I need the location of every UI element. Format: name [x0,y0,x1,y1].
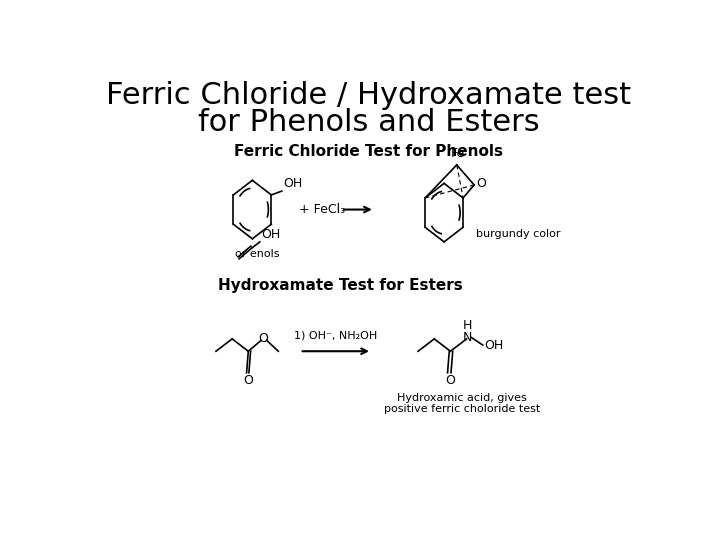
Text: Ferric Chloride / Hydroxamate test: Ferric Chloride / Hydroxamate test [107,81,631,110]
Text: OH: OH [484,339,503,352]
Text: or enols: or enols [235,249,279,259]
Text: O: O [477,177,486,190]
Text: O: O [258,333,268,346]
Text: + FeCl₃: + FeCl₃ [299,203,345,216]
Text: Hydroxamic acid, gives
positive ferric choloride test: Hydroxamic acid, gives positive ferric c… [384,393,540,414]
Text: burgundy color: burgundy color [476,229,560,239]
Text: O: O [446,374,455,387]
Text: Ferric Chloride Test for Phenols: Ferric Chloride Test for Phenols [235,144,503,159]
Text: Hydroxamate Test for Esters: Hydroxamate Test for Esters [217,278,462,293]
Text: O: O [243,374,253,387]
Text: Fe: Fe [451,147,465,160]
Text: OH: OH [261,228,280,241]
Text: 1) OH⁻, NH₂OH: 1) OH⁻, NH₂OH [294,330,377,340]
Text: N: N [463,331,472,344]
Text: OH: OH [283,177,302,190]
Text: for Phenols and Esters: for Phenols and Esters [198,108,540,137]
Text: H: H [463,319,472,332]
